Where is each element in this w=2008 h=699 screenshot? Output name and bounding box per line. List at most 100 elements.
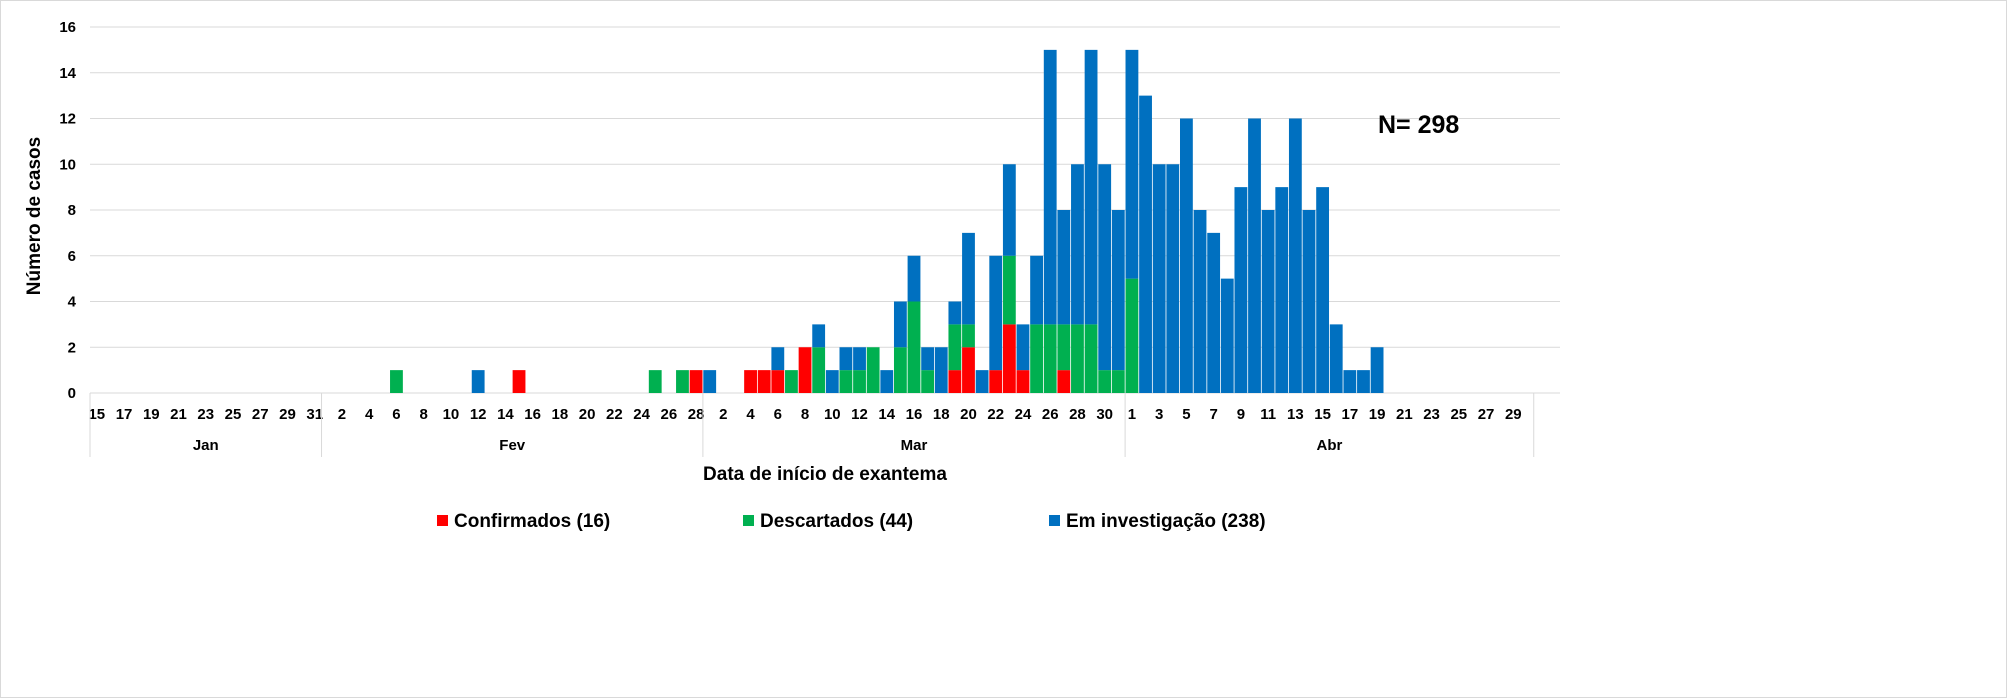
x-tick-label: 30 xyxy=(1096,406,1113,423)
bar-segment xyxy=(1220,278,1234,393)
x-tick-label: 23 xyxy=(1423,406,1440,423)
x-tick-label: 10 xyxy=(824,406,841,423)
bar-segment xyxy=(1125,278,1139,393)
bar-segment xyxy=(866,347,880,393)
bar-segment xyxy=(1071,324,1084,393)
bar-segment xyxy=(1030,324,1043,393)
bar-segment xyxy=(921,347,935,371)
x-tick-label: 6 xyxy=(392,406,400,423)
x-tick-label: 31 xyxy=(306,406,323,423)
x-tick-label: 2 xyxy=(338,406,346,423)
y-tick-label: 0 xyxy=(68,385,76,402)
bar-segment xyxy=(989,255,1003,371)
bar-segment xyxy=(1343,370,1357,393)
x-tick-label: 21 xyxy=(170,406,187,423)
bar-segment xyxy=(1002,324,1016,393)
x-tick-label: 27 xyxy=(1478,406,1495,423)
x-tick-label: 29 xyxy=(1505,406,1522,423)
bar-segment xyxy=(839,370,853,393)
bar-segment xyxy=(1057,210,1071,325)
bar-segment xyxy=(975,370,989,393)
bar-segment xyxy=(785,370,798,393)
x-tick-label: 15 xyxy=(1314,406,1331,423)
bar-segment xyxy=(907,301,921,393)
x-tick-label: 22 xyxy=(987,406,1004,423)
x-tick-label: 12 xyxy=(470,406,487,423)
x-tick-label: 10 xyxy=(443,406,460,423)
x-tick-label: 24 xyxy=(1015,406,1032,423)
x-tick-label: 14 xyxy=(497,406,514,423)
bar-segment xyxy=(812,347,826,393)
bar-segment xyxy=(1057,370,1071,393)
bar-segment xyxy=(1329,324,1343,393)
bar-segment xyxy=(853,370,866,393)
bar-segment xyxy=(934,347,948,393)
bar-segment xyxy=(962,324,975,348)
bar-segment xyxy=(689,370,703,393)
y-tick-label: 16 xyxy=(59,19,76,36)
x-tick-label: 20 xyxy=(960,406,977,423)
total-annotation: N= 298 xyxy=(1378,111,1459,139)
bar-segment xyxy=(1111,210,1125,371)
bar-segment xyxy=(1152,164,1166,393)
bar-segment xyxy=(676,370,689,393)
bar-segment xyxy=(893,301,907,348)
bar-segment xyxy=(962,232,975,325)
x-tick-label: 8 xyxy=(420,406,428,423)
x-tick-label: 25 xyxy=(1450,406,1467,423)
bar-segment xyxy=(893,347,907,393)
bar-segment xyxy=(1098,370,1112,393)
y-axis-title: Número de casos xyxy=(24,137,45,295)
x-tick-label: 9 xyxy=(1237,406,1245,423)
x-tick-label: 3 xyxy=(1155,406,1163,423)
bar-segment xyxy=(1071,164,1084,325)
x-tick-label: 16 xyxy=(906,406,923,423)
x-tick-label: 5 xyxy=(1182,406,1190,423)
bar-segment xyxy=(1248,118,1261,393)
bar-segment xyxy=(390,370,403,393)
x-tick-label: 23 xyxy=(197,406,214,423)
bar-segment xyxy=(825,370,839,393)
bar-segment xyxy=(1370,347,1384,393)
bar-segment xyxy=(1002,255,1016,325)
y-tick-label: 4 xyxy=(68,294,77,311)
bar-segment xyxy=(771,370,785,393)
bar-segment xyxy=(1193,210,1207,393)
y-tick-label: 10 xyxy=(59,156,76,173)
x-tick-label: 29 xyxy=(279,406,296,423)
x-tick-label: 13 xyxy=(1287,406,1304,423)
x-tick-label: 8 xyxy=(801,406,809,423)
bar-segment xyxy=(948,301,962,325)
x-tick-label: 18 xyxy=(933,406,950,423)
bar-segment xyxy=(1357,370,1370,393)
bar-segment xyxy=(853,347,866,371)
bar-segment xyxy=(1016,324,1030,371)
bar-segment xyxy=(839,347,853,371)
x-tick-label: 22 xyxy=(606,406,623,423)
bar-segment xyxy=(1275,187,1289,393)
bar-segment xyxy=(1084,324,1098,393)
x-tick-label: 12 xyxy=(851,406,868,423)
y-tick-label: 12 xyxy=(59,111,76,128)
x-tick-label: 4 xyxy=(365,406,374,423)
bar-segment xyxy=(907,255,921,302)
bar-segment xyxy=(880,370,894,393)
x-tick-label: 18 xyxy=(552,406,569,423)
y-tick-label: 8 xyxy=(68,202,76,219)
bar-segment xyxy=(1002,164,1016,256)
bar-segment xyxy=(703,370,717,393)
bar-segment xyxy=(812,324,826,348)
x-tick-label: 15 xyxy=(88,406,105,423)
x-tick-label: 11 xyxy=(1260,406,1276,423)
y-tick-label: 14 xyxy=(59,65,76,82)
legend: Confirmados (16) Descartados (44) Em inves… xyxy=(437,511,1266,532)
x-tick-label: 20 xyxy=(579,406,596,423)
x-tick-label: 19 xyxy=(1369,406,1386,423)
legend-swatch xyxy=(743,515,754,526)
legend-swatch xyxy=(1049,515,1060,526)
y-tick-label: 6 xyxy=(68,248,76,265)
bar-segment xyxy=(948,370,962,393)
x-tick-label: 19 xyxy=(143,406,160,423)
legend-label: Confirmados (16) xyxy=(454,511,610,532)
